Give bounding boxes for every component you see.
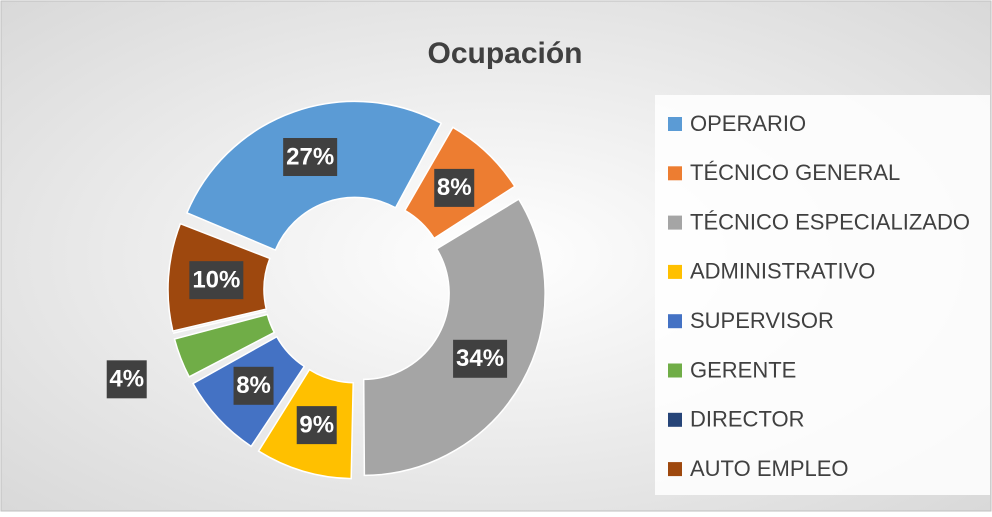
data-label: 8% [236,372,271,399]
data-label: 34% [456,345,504,372]
data-label-box [434,168,475,207]
data-label: 4% [109,366,144,393]
legend-box [655,95,990,495]
legend-label: DIRECTOR [690,407,805,432]
data-label-box [296,406,337,445]
data-label-box [106,360,147,399]
data-label-box [283,138,338,177]
data-label: 8% [437,174,472,201]
legend-swatch [668,215,682,230]
data-label: 27% [286,143,334,170]
legend-swatch [668,462,682,477]
data-label: 10% [192,267,240,294]
legend-label: GERENTE [690,357,796,382]
data-label-box [189,261,244,300]
slice [173,313,276,378]
legend-swatch [668,166,682,181]
slice [362,198,546,477]
legend-label: OPERARIO [690,111,806,136]
data-label-box [453,339,508,378]
chart-title: Ocupación [427,37,582,70]
legend-swatch [668,363,682,378]
legend-label: AUTO EMPLEO [690,456,849,481]
legend-label: TÉCNICO ESPECIALIZADO [690,209,970,234]
legend-label: SUPERVISOR [690,308,834,333]
legend-swatch [668,117,682,131]
legend-swatch [668,264,682,279]
legend-label: ADMINISTRATIVO [690,259,875,284]
legend-swatch [668,314,682,329]
slice [172,310,267,334]
legend-label: TÉCNICO GENERAL [690,160,900,185]
data-label: 9% [299,411,334,438]
legend-swatch [668,412,682,427]
data-label-box [233,366,274,405]
